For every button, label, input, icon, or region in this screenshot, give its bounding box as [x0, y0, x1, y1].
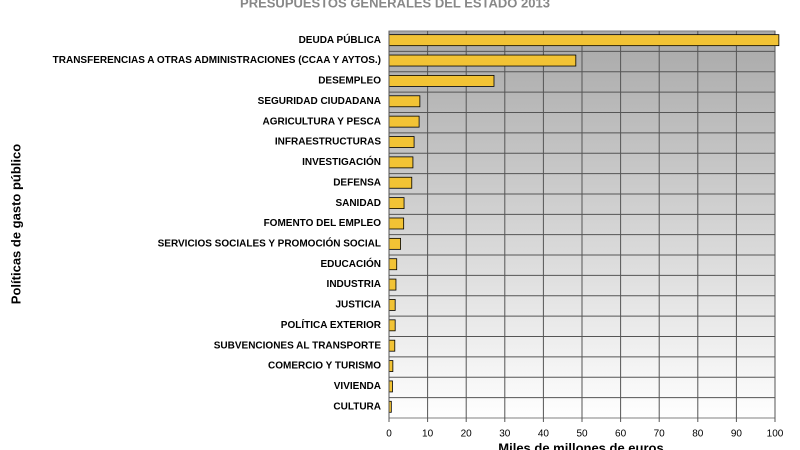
chart-title: PRESUPUESTOS GENERALES DEL ESTADO 2013: [240, 0, 550, 10]
y-tick-label: INVESTIGACIÓN: [302, 155, 381, 168]
x-tick-label: 100: [767, 429, 784, 440]
x-tick-label: 20: [461, 429, 473, 440]
x-axis-label: Miles de millones de euros: [498, 440, 663, 450]
y-tick-label: SANIDAD: [335, 198, 381, 209]
y-tick-label: DESEMPLEO: [318, 76, 381, 87]
x-tick-label: 90: [731, 429, 743, 440]
y-tick-label: SUBVENCIONES AL TRANSPORTE: [214, 340, 382, 351]
y-tick-label: SEGURIDAD CIUDADANA: [258, 96, 381, 107]
y-tick-label: TRANSFERENCIAS A OTRAS ADMINISTRACIONES …: [53, 55, 381, 66]
bar: [388, 360, 394, 372]
bar: [388, 176, 413, 189]
bar: [388, 34, 780, 47]
bar: [388, 299, 396, 311]
y-axis-label: Políticas de gasto público: [8, 144, 23, 304]
y-tick-label: INDUSTRIA: [327, 279, 381, 290]
y-tick-label: DEUDA PÚBLICA: [299, 33, 381, 46]
bar: [388, 339, 396, 352]
x-tick-label: 10: [422, 429, 434, 440]
bar: [388, 278, 397, 291]
bar: [388, 115, 420, 128]
bar: [388, 95, 421, 108]
y-tick-label: JUSTICIA: [335, 300, 381, 311]
x-tick-label: 80: [692, 429, 704, 440]
bar: [388, 156, 414, 169]
bar: [388, 237, 401, 250]
x-tick-label: 60: [615, 429, 627, 440]
y-tick-label: EDUCACIÓN: [320, 257, 381, 270]
y-tick-label: COMERCIO Y TURISMO: [268, 361, 381, 372]
y-tick-label: FOMENTO DEL EMPLEO: [264, 218, 382, 229]
bar: [388, 319, 396, 332]
bar: [388, 258, 398, 271]
y-tick-label: INFRAESTRUCTURAS: [275, 137, 381, 148]
y-tick-label: POLÍTICA EXTERIOR: [281, 318, 382, 331]
bar: [388, 380, 393, 393]
bar: [388, 217, 405, 230]
bar: [388, 197, 405, 210]
x-tick-label: 0: [386, 429, 392, 440]
y-tick-label: SERVICIOS SOCIALES Y PROMOCIÓN SOCIAL: [158, 236, 381, 249]
x-tick-label: 50: [576, 429, 588, 440]
bar: [388, 136, 415, 148]
y-tick-label: CULTURA: [333, 401, 381, 412]
x-tick-label: 30: [499, 429, 511, 440]
y-tick-label: AGRICULTURA Y PESCA: [262, 116, 381, 127]
y-tick-label: DEFENSA: [333, 177, 381, 188]
bar: [388, 54, 577, 67]
bar: [388, 75, 495, 87]
x-tick-label: 70: [654, 429, 666, 440]
x-tick-label: 40: [538, 429, 550, 440]
y-tick-label: VIVIENDA: [334, 381, 381, 392]
